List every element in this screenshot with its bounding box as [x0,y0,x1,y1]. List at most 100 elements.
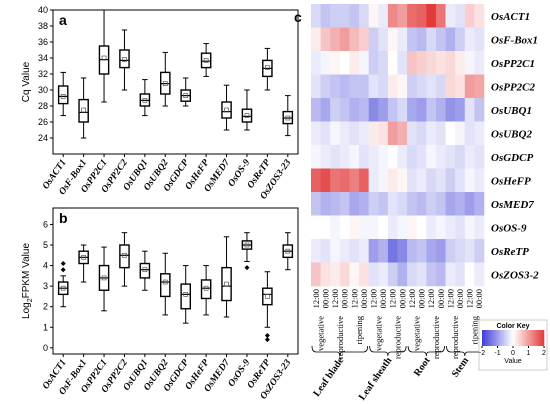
column-time-label: 00:00 [436,289,446,308]
heatmap-cell [464,4,475,28]
heatmap-cell [435,215,446,240]
heatmap-cell [464,215,475,240]
heatmap-cell [416,145,427,169]
heatmap-cell [339,121,350,146]
outlier-point [60,261,66,267]
heatmap-cell [445,121,456,146]
column-time-label: 00:00 [340,289,350,308]
box-iqr [221,101,232,119]
heatmap-cell [339,262,350,287]
box-iqr [139,262,151,279]
y-tick-label: 4 [43,261,48,271]
heatmap-cell [426,74,437,99]
plot-frame [52,9,299,155]
box-OsZOS3-23: OsZOS3-23 [259,95,293,201]
y-axis-label-part: Log [21,302,32,319]
heatmap-cell [464,27,475,52]
heatmap-cell [368,4,379,28]
heatmap-cell [474,192,485,216]
heatmap-cell [387,239,398,263]
column-time-label: 12:00 [426,289,436,308]
y-tick-label: 26 [38,117,48,127]
heatmap-cell [359,262,369,287]
mean-marker [162,279,168,285]
heatmap-cell [330,145,341,169]
heatmap-cell [339,27,350,52]
heatmap-cell [416,215,427,240]
heatmap-cell [445,262,456,287]
heatmap-cell [368,168,379,193]
heatmap-cell [474,27,485,52]
heatmap-cell [378,27,389,52]
heatmap-cell [474,98,485,122]
heatmap-cell [339,192,350,216]
mean-marker [285,248,291,254]
heatmap-cell [359,121,369,146]
heatmap-cell [397,262,408,287]
heatmap-cell [464,74,475,99]
y-tick-label: 2 [43,302,48,312]
heatmap-cell [426,4,437,28]
heatmap-cell [397,98,408,122]
row-label: OsPP2C1 [491,58,535,70]
heatmap-cell [330,168,341,193]
heatmap-cell [426,168,437,193]
heatmap-cell [455,215,466,240]
column-stage-label: ripening [354,315,364,344]
column-time-label: 12:00 [407,289,417,308]
heatmap-cell [455,51,466,75]
heatmap-cell [320,27,331,52]
column-stage-label: reproductive [393,316,403,359]
heatmap-cell [349,4,360,28]
heatmap-cell [311,27,321,52]
mean-marker [122,252,127,258]
heatmap-cell [368,239,379,263]
outlier-point [244,265,250,271]
color-key-swatch [483,330,486,346]
color-key-tick-label: 1 [527,350,531,357]
heatmap-cell [435,51,446,75]
heatmap-cell [426,121,437,146]
heatmap-cell [378,51,389,75]
heatmap-cell [435,145,446,169]
heatmap-cell [435,168,446,193]
column-time-label: 00:00 [474,289,484,308]
heatmap-cell [387,121,398,146]
heatmap-cell [407,4,418,28]
heatmap-cell [474,168,485,193]
heatmap-cell [416,262,427,287]
heatmap-cell [435,4,446,28]
heatmap-cell [368,51,379,75]
color-key-swatch [525,330,528,346]
column-stage-label: reproductive [431,316,441,359]
mean-marker [60,285,66,291]
column-group-label: Leaf sheath [357,355,395,402]
box-OsReTP: OsReTP [246,271,273,391]
column-stage-label: reproductive [450,316,460,359]
heatmap-cell [311,4,321,28]
y-axis-label-part: 2 [27,298,34,302]
heatmap-cell [378,4,389,28]
box-iqr [262,287,273,306]
heatmap-cell [416,51,427,75]
heatmap-cell [455,239,466,263]
heatmap-cell [320,168,331,193]
heatmap-cell [349,168,360,193]
heatmap-cell [387,192,398,216]
color-key-swatch [519,330,522,346]
group-brace [369,345,407,357]
heatmap-cell [416,98,427,122]
y-axis-label: Log2FPKM Value [21,243,34,319]
heatmap-cell [474,145,485,169]
heatmap-cell [339,215,350,240]
heatmap-cell [464,98,475,122]
heatmap-cell [349,215,360,240]
group-brace [407,345,445,357]
y-tick-label: 40 [38,5,48,15]
heatmap-cell [474,4,485,28]
row-label: OsACT1 [491,11,530,23]
panel-label: c [294,9,302,25]
outlier-point [264,337,270,343]
heatmap-cell [349,74,360,99]
heatmap-cell [464,121,475,146]
